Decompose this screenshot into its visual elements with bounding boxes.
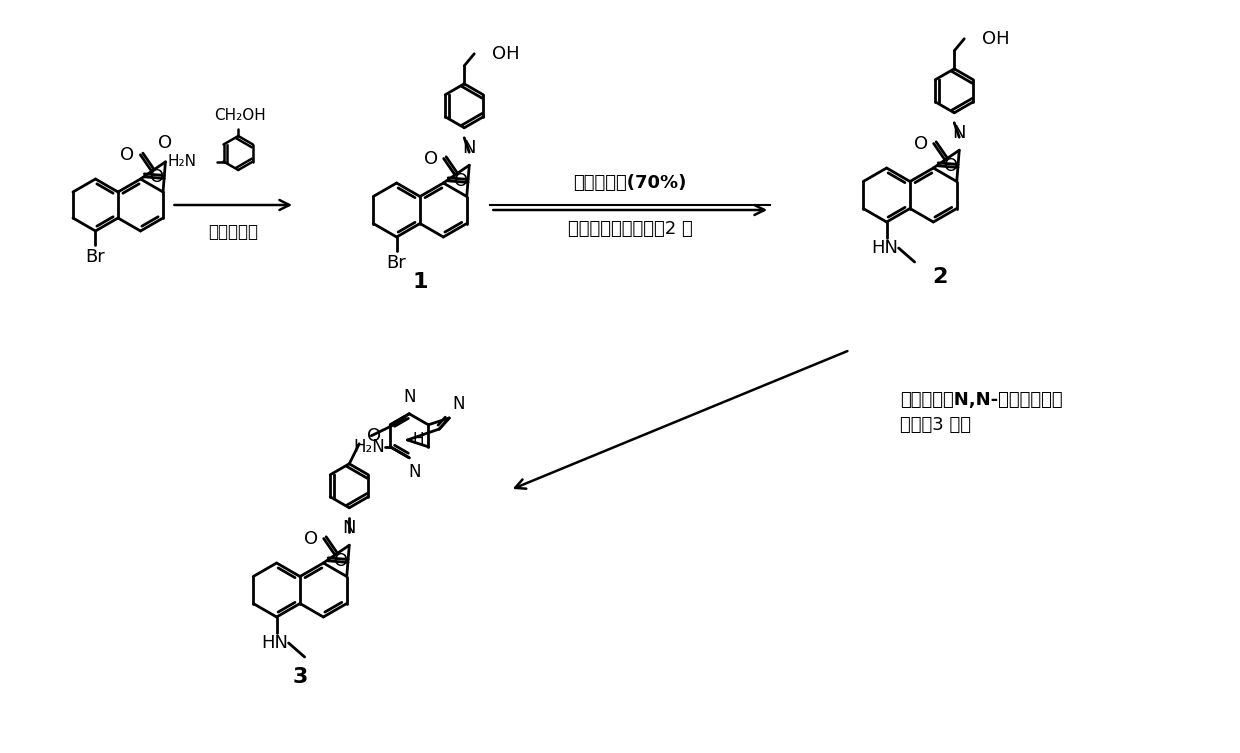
Text: 室温，3 小时: 室温，3 小时 [900, 416, 971, 434]
Text: OH: OH [982, 30, 1009, 47]
Text: O: O [120, 146, 134, 164]
Text: CH₂OH: CH₂OH [215, 108, 267, 123]
Text: O: O [424, 150, 438, 167]
Text: OH: OH [492, 44, 520, 62]
Text: H₂N: H₂N [353, 437, 386, 456]
Text: O: O [944, 157, 959, 175]
Text: 1: 1 [412, 272, 428, 292]
Text: N: N [463, 139, 476, 157]
Text: N: N [342, 520, 356, 537]
Text: HN: HN [262, 634, 288, 652]
Text: N: N [403, 388, 415, 406]
Text: N: N [408, 463, 420, 481]
Text: H₂N: H₂N [167, 154, 196, 169]
Text: O: O [159, 134, 172, 152]
Text: 3: 3 [293, 667, 308, 687]
Text: H: H [413, 432, 424, 447]
Text: N: N [952, 124, 966, 142]
Text: 乙二醇甲镨，回流，2 天: 乙二醇甲镨，回流，2 天 [568, 220, 693, 238]
Text: O: O [150, 168, 164, 186]
Text: N: N [453, 395, 465, 413]
Text: O: O [454, 172, 467, 190]
Text: Br: Br [387, 254, 407, 272]
Text: HN: HN [872, 239, 898, 257]
Text: 乙胺水溶液(70%): 乙胺水溶液(70%) [574, 174, 687, 192]
Text: O: O [367, 427, 382, 445]
Text: 2: 2 [932, 267, 947, 287]
Text: O: O [304, 529, 317, 547]
Text: Br: Br [86, 248, 105, 266]
Text: O: O [334, 552, 348, 570]
Text: O: O [914, 135, 928, 153]
Text: 叔丁醇鯨，N,N-二甲基甲酰胺: 叔丁醇鯨，N,N-二甲基甲酰胺 [900, 391, 1063, 409]
Text: 乙醇，回流: 乙醇，回流 [208, 223, 258, 241]
